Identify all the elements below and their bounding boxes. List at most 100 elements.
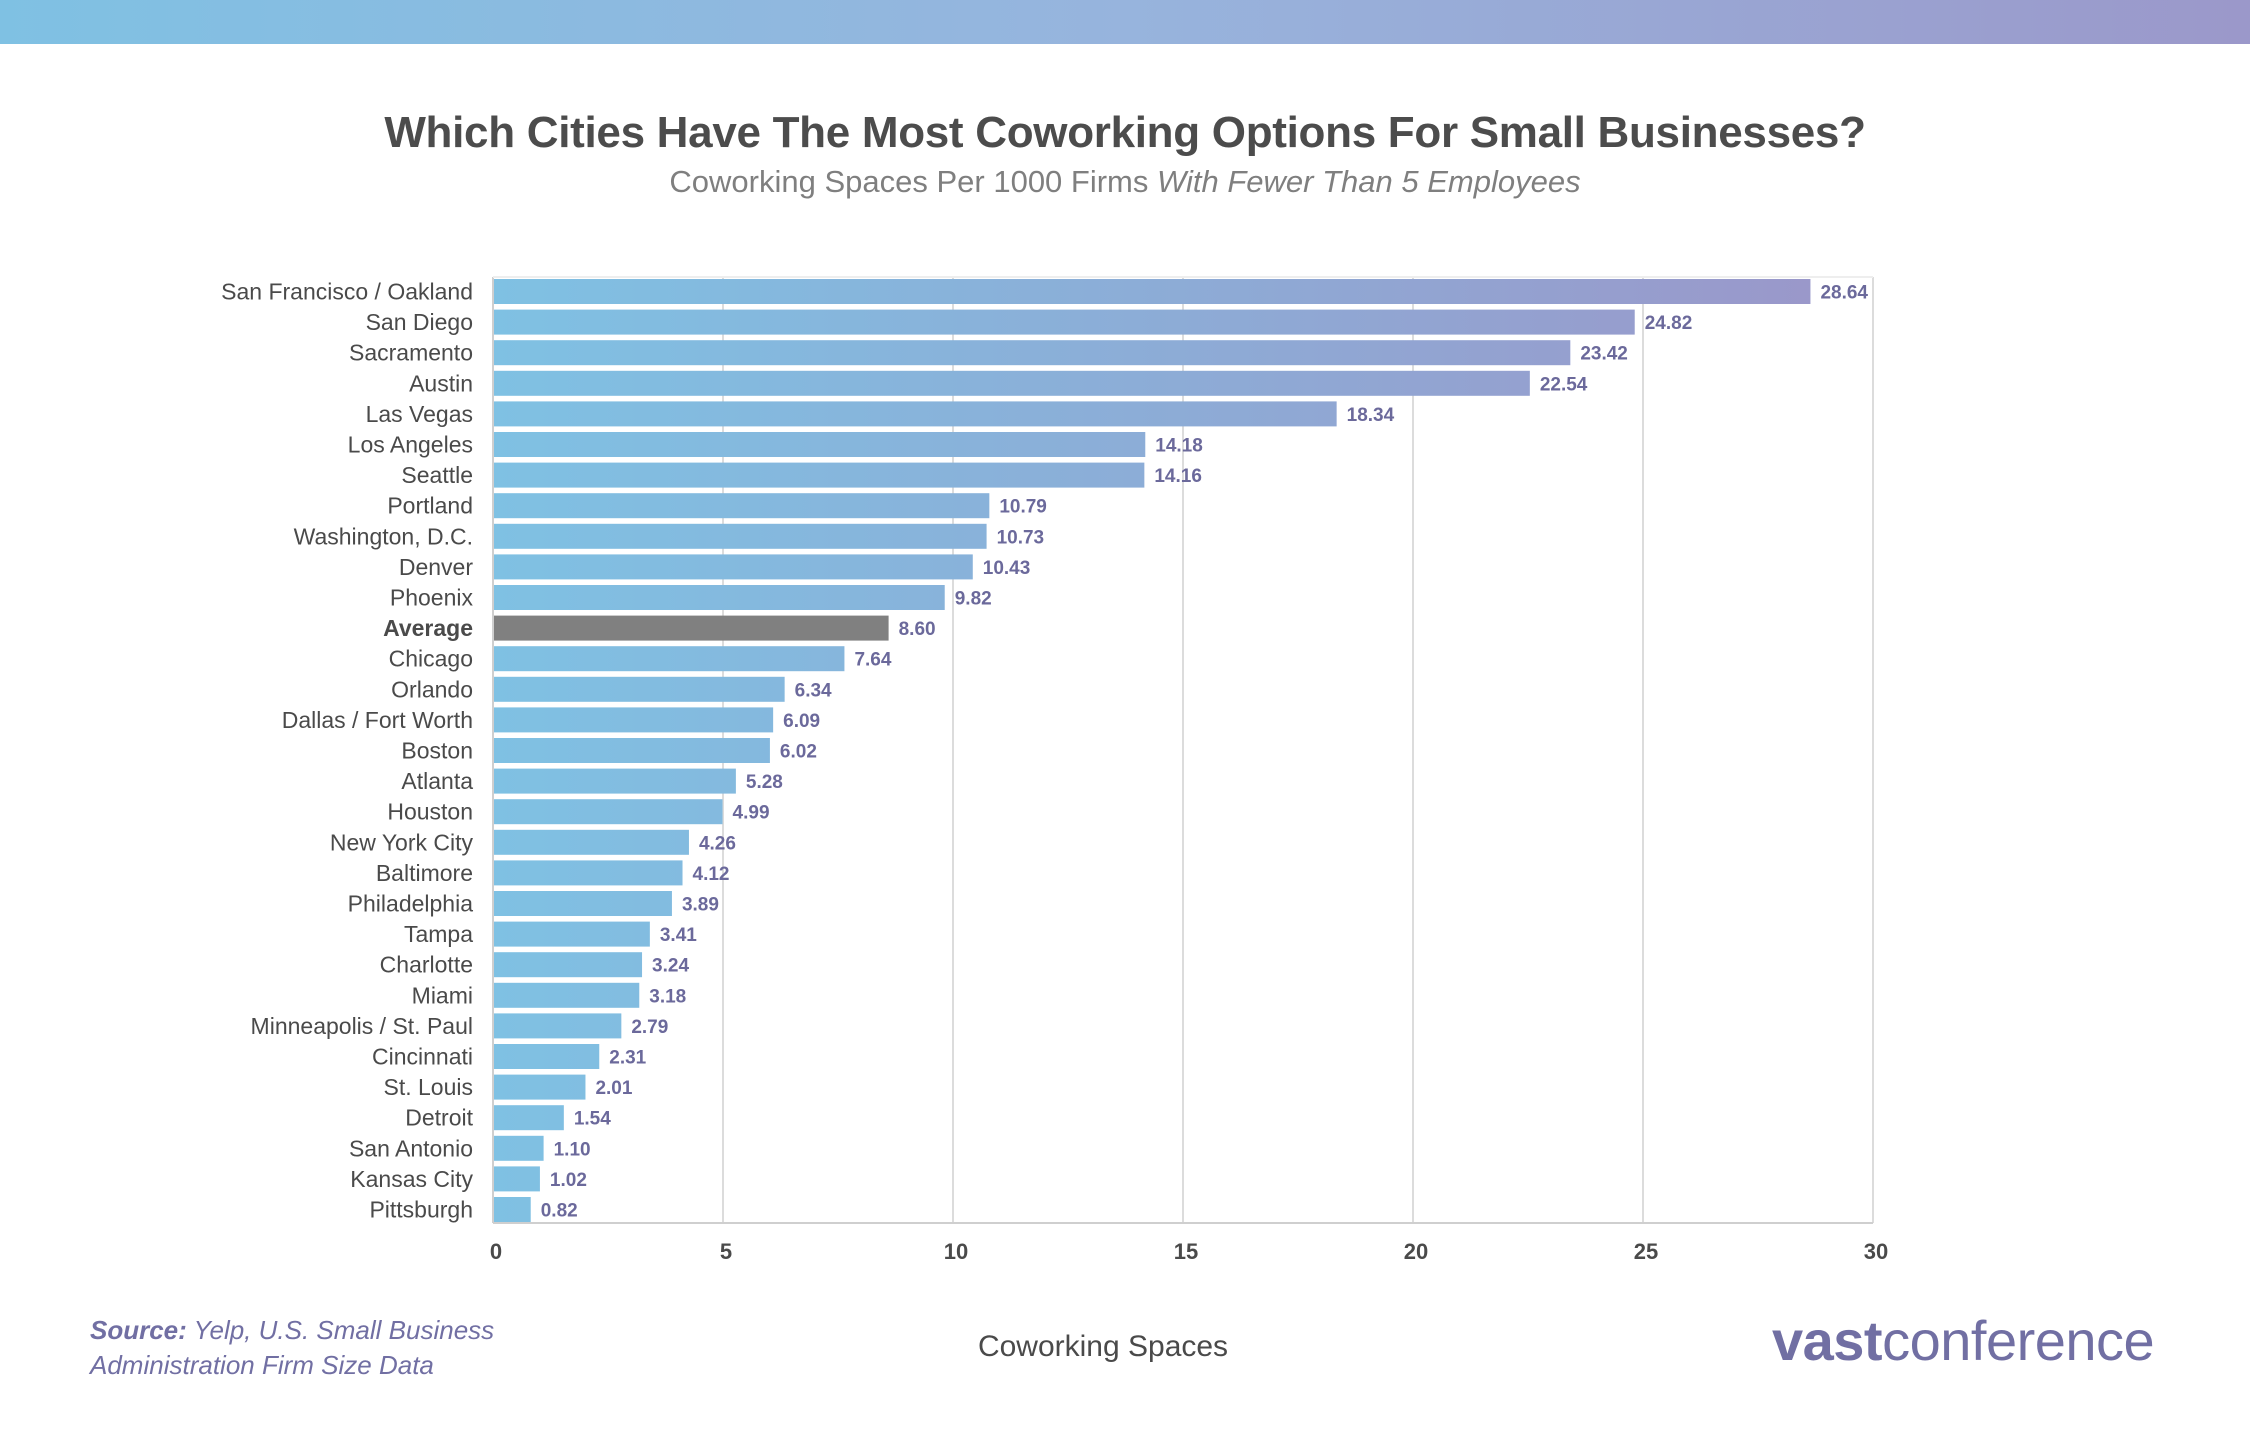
- vastconference-logo: vastconference: [1772, 1308, 2155, 1373]
- value-label: 28.64: [1820, 283, 1868, 304]
- value-label: 3.41: [660, 925, 697, 946]
- value-label: 10.79: [999, 497, 1047, 518]
- value-label: 1.02: [550, 1170, 587, 1191]
- category-label: Portland: [387, 493, 473, 519]
- bar: [493, 799, 723, 825]
- category-label: Miami: [412, 982, 473, 1008]
- category-label: Detroit: [405, 1105, 473, 1131]
- category-label: Austin: [409, 370, 473, 396]
- bar: [493, 493, 990, 519]
- bar: [493, 1197, 531, 1222]
- bar: [493, 432, 1146, 457]
- value-label: 3.18: [649, 986, 686, 1007]
- bar: [493, 462, 1145, 488]
- category-label: Boston: [401, 738, 473, 764]
- category-label: St. Louis: [384, 1074, 474, 1100]
- value-label: 2.79: [631, 1017, 668, 1038]
- category-label: Philadelphia: [348, 891, 474, 917]
- x-tick-labels: 0 5 10 15 20 25 30: [490, 1239, 1888, 1264]
- category-label: Minneapolis / St. Paul: [251, 1013, 473, 1039]
- bar: [493, 1105, 564, 1131]
- bar: [493, 860, 683, 886]
- value-label: 9.82: [955, 589, 992, 610]
- bar: [493, 401, 1337, 427]
- bar: [493, 554, 973, 580]
- value-label: 10.73: [997, 527, 1045, 548]
- category-label: Average: [383, 615, 473, 641]
- value-label: 22.54: [1540, 374, 1588, 395]
- value-label: 6.34: [795, 680, 832, 701]
- category-label: Los Angeles: [348, 432, 473, 458]
- subtitle-regular: Coworking Spaces Per 1000 Firms: [669, 164, 1149, 199]
- category-label: Denver: [399, 554, 473, 580]
- category-label: Charlotte: [380, 952, 473, 978]
- value-label: 4.26: [699, 833, 736, 854]
- bar: [493, 1013, 622, 1039]
- bar: [493, 279, 1811, 304]
- source-line-1: Yelp, U.S. Small Business: [193, 1315, 495, 1345]
- category-label: Atlanta: [401, 768, 473, 794]
- value-label: 7.64: [854, 650, 891, 671]
- category-label: Sacramento: [349, 340, 473, 366]
- bar: [493, 676, 785, 702]
- value-label: 2.01: [595, 1078, 632, 1099]
- bar: [493, 523, 987, 549]
- category-label: Pittsburgh: [369, 1197, 473, 1223]
- bar: [493, 829, 689, 855]
- category-label: Chicago: [389, 646, 473, 672]
- value-label: 18.34: [1347, 405, 1395, 426]
- value-label: 24.82: [1645, 313, 1693, 334]
- category-label: Houston: [387, 799, 473, 825]
- bar: [493, 1135, 544, 1161]
- category-label: Orlando: [391, 676, 473, 702]
- source-line-2: Administration Firm Size Data: [90, 1350, 434, 1380]
- value-label: 3.89: [682, 895, 719, 916]
- bar: [493, 340, 1571, 366]
- value-label: 8.60: [899, 619, 936, 640]
- bar: [493, 707, 774, 733]
- category-label: Kansas City: [350, 1166, 473, 1192]
- category-label: Washington, D.C.: [294, 523, 473, 549]
- bar: [493, 585, 945, 610]
- bar: [493, 738, 770, 763]
- x-tick-label: 15: [1174, 1239, 1198, 1264]
- x-axis-title: Coworking Spaces: [977, 1330, 1229, 1363]
- value-label: 6.02: [780, 742, 817, 763]
- bar: [493, 1044, 600, 1069]
- bar: [493, 891, 672, 916]
- bar: [493, 1166, 540, 1192]
- bar: [493, 646, 845, 672]
- chart-title: Which Cities Have The Most Coworking Opt…: [384, 108, 1866, 157]
- category-label: Seattle: [401, 462, 473, 488]
- x-tick-label: 20: [1404, 1239, 1428, 1264]
- value-labels: 28.64 24.82 23.42 22.54 18.34 14.18 14.16 10.79…: [541, 283, 1869, 1222]
- category-label: New York City: [330, 829, 474, 855]
- category-labels: San Francisco / Oakland San Diego Sacramen…: [221, 279, 473, 1223]
- axes: [492, 276, 1873, 1224]
- value-label: 4.99: [733, 803, 770, 824]
- value-label: 10.43: [983, 558, 1031, 579]
- category-label: Tampa: [404, 921, 473, 947]
- x-tick-label: 0: [490, 1239, 502, 1264]
- subtitle-italic: With Fewer Than 5 Employees: [1157, 164, 1581, 199]
- x-tick-label: 5: [720, 1239, 732, 1264]
- bar: [493, 921, 650, 947]
- value-label: 2.31: [609, 1048, 646, 1069]
- category-label: San Diego: [366, 309, 473, 335]
- source-note: Source: Yelp, U.S. Small Business Adminis…: [90, 1313, 494, 1383]
- bars: [493, 279, 1811, 1222]
- value-label: 0.82: [541, 1201, 578, 1222]
- bar: [493, 370, 1530, 396]
- category-label: Las Vegas: [366, 401, 473, 427]
- x-tick-label: 10: [944, 1239, 968, 1264]
- logo-light: conference: [1882, 1309, 2155, 1372]
- bar: [493, 982, 640, 1008]
- category-label: Cincinnati: [372, 1044, 473, 1070]
- bar: [493, 768, 736, 794]
- category-label: Dallas / Fort Worth: [282, 707, 473, 733]
- value-label: 1.54: [574, 1109, 611, 1130]
- value-label: 6.09: [783, 711, 820, 732]
- bar: [493, 309, 1635, 335]
- source-label: Source:: [90, 1315, 187, 1345]
